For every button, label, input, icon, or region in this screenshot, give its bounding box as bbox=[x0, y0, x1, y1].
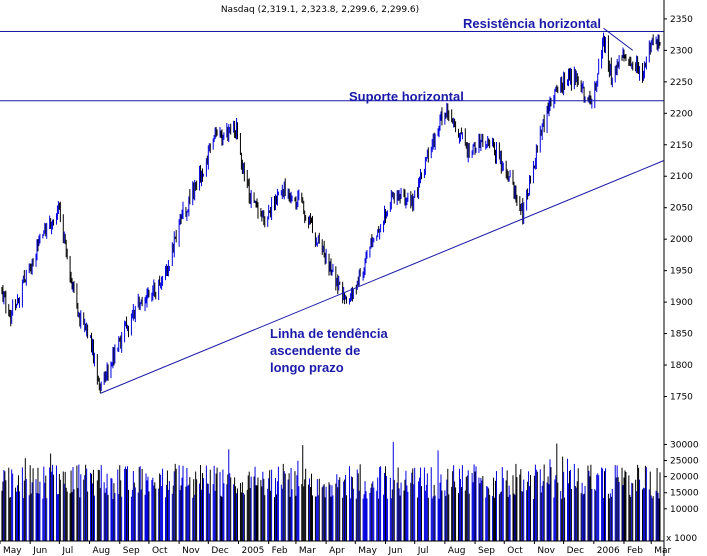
x-tick-label-3: Aug bbox=[93, 546, 111, 556]
x-tick-label-7: Dec bbox=[211, 546, 228, 556]
x-tick-label-4: Sep bbox=[123, 546, 140, 556]
annotation-trend-2: ascendente de bbox=[270, 343, 360, 358]
price-tick-label-2150: 2150 bbox=[670, 141, 693, 151]
chart-title: Nasdaq (2,319.1, 2,323.8, 2,299.6, 2,299… bbox=[221, 5, 419, 15]
price-tick-label-1900: 1900 bbox=[670, 298, 693, 308]
price-axis-ticks: 1750 1800 1850 1900 1950 2000 2050 2100 2150 2200… bbox=[664, 15, 693, 403]
axes bbox=[0, 0, 665, 556]
x-tick-label-12: May bbox=[358, 546, 377, 556]
x-tick-label-11: Apr bbox=[329, 546, 345, 556]
volume-unit-label: x 1000 bbox=[666, 534, 697, 544]
x-tick-label-1: Jun bbox=[32, 546, 47, 556]
annotation-trend-1: Linha de tendência bbox=[270, 326, 389, 341]
annotation-trend-3: longo prazo bbox=[270, 360, 344, 375]
x-tick-label-6: Nov bbox=[182, 546, 200, 556]
price-tick-label-2050: 2050 bbox=[670, 204, 693, 214]
x-tick-label-19: Dec bbox=[567, 546, 584, 556]
volume-tick-label-25000: 25000 bbox=[670, 457, 699, 467]
price-bars bbox=[1, 32, 661, 393]
x-tick-label-16: Sep bbox=[478, 546, 495, 556]
x-tick-label-0: May bbox=[3, 546, 22, 556]
volume-tick-label-10000: 10000 bbox=[670, 505, 699, 515]
x-tick-label-17: Oct bbox=[507, 546, 523, 556]
x-tick-label-15: Aug bbox=[448, 546, 466, 556]
volume-tick-label-15000: 15000 bbox=[670, 489, 699, 499]
x-tick-label-21: Feb bbox=[627, 546, 643, 556]
x-tick-label-20: 2006 bbox=[597, 546, 620, 556]
x-tick-label-18: Nov bbox=[537, 546, 555, 556]
annotation-resistance: Resistência horizontal bbox=[463, 16, 601, 31]
price-tick-label-1950: 1950 bbox=[670, 267, 693, 277]
x-axis-ticks: May Jun Jul Aug Sep Oct Nov Dec 2005 Feb Mar Apr May… bbox=[0, 541, 672, 556]
volume-bars bbox=[1, 442, 661, 541]
volume-axis-ticks: 10000 15000 20000 25000 30000 bbox=[664, 440, 699, 515]
trend-line bbox=[100, 160, 665, 394]
price-tick-label-1750: 1750 bbox=[670, 393, 693, 403]
price-tick-label-1800: 1800 bbox=[670, 361, 693, 371]
volume-tick-label-30000: 30000 bbox=[670, 440, 699, 450]
x-tick-label-22: Mar bbox=[654, 546, 671, 556]
x-tick-label-13: Jun bbox=[387, 546, 402, 556]
price-tick-label-1850: 1850 bbox=[670, 330, 693, 340]
price-tick-label-2100: 2100 bbox=[670, 172, 693, 182]
price-tick-label-2250: 2250 bbox=[670, 78, 693, 88]
price-tick-label-2350: 2350 bbox=[670, 15, 693, 25]
annotation-support: Suporte horizontal bbox=[349, 89, 464, 104]
x-tick-label-2: Jul bbox=[61, 546, 73, 556]
short_down-line bbox=[603, 27, 634, 51]
volume-tick-label-20000: 20000 bbox=[670, 473, 699, 483]
x-tick-label-14: Jul bbox=[417, 546, 429, 556]
trend-lines bbox=[0, 27, 665, 394]
x-tick-label-5: Oct bbox=[152, 546, 168, 556]
price-tick-label-2200: 2200 bbox=[670, 109, 693, 119]
price-tick-label-2000: 2000 bbox=[670, 235, 693, 245]
x-tick-label-8: 2005 bbox=[241, 546, 264, 556]
x-tick-label-10: Mar bbox=[299, 546, 316, 556]
price-tick-label-2300: 2300 bbox=[670, 46, 693, 56]
x-tick-label-9: Feb bbox=[272, 546, 288, 556]
